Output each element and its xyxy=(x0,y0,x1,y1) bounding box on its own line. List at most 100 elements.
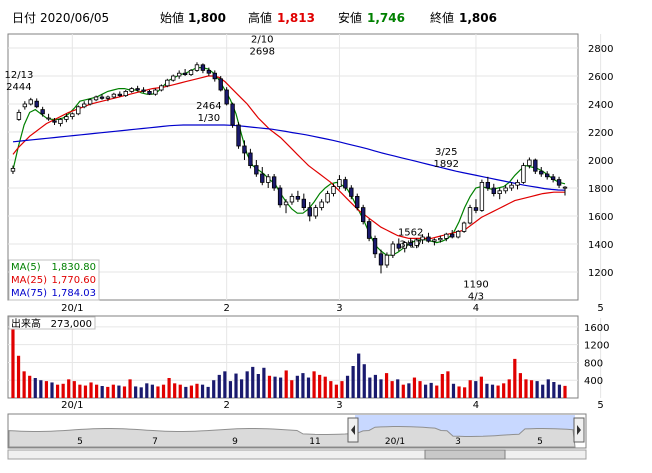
volume-bar xyxy=(563,385,567,398)
candle-down xyxy=(307,207,312,217)
open-label: 始値 xyxy=(160,10,184,25)
navigator-tick-label: 5 xyxy=(77,437,83,447)
volume-bar xyxy=(295,375,299,398)
candle xyxy=(147,90,152,96)
candle-up xyxy=(82,103,87,108)
range-navigator[interactable]: 5 7 9 11 20/1 3 5 xyxy=(7,413,587,460)
navigator-tick-label: 3 xyxy=(455,437,461,447)
candle-up xyxy=(319,201,324,208)
candle xyxy=(527,157,532,169)
volume-bar xyxy=(357,353,361,398)
volume-bar xyxy=(200,384,205,398)
candle-up xyxy=(76,106,81,115)
volume-bar xyxy=(217,374,221,398)
candle-up xyxy=(266,176,271,183)
candle-up xyxy=(10,167,16,172)
candle xyxy=(503,185,508,194)
volume-bar xyxy=(156,386,160,398)
volume-bar xyxy=(368,377,372,398)
candle-down xyxy=(378,253,384,266)
candle-down xyxy=(236,124,241,147)
volume-tick-label: 1600 xyxy=(584,323,609,334)
candle xyxy=(372,235,378,258)
volume-bar xyxy=(89,382,93,398)
price-y-axis: 1200 1400 1600 1800 2000 2200 2400 2600 2800 xyxy=(588,44,613,279)
candle-up xyxy=(438,237,443,241)
volume-tick-label: 400 xyxy=(584,376,603,387)
candle xyxy=(129,87,134,93)
high-label: 高値 xyxy=(248,10,272,25)
navigator-tick-label: 20/1 xyxy=(385,437,405,447)
candle-down xyxy=(182,72,188,75)
price-tick-label: 2800 xyxy=(588,44,613,55)
volume-bar xyxy=(541,384,545,398)
volume-bar xyxy=(83,385,88,398)
volume-bar xyxy=(451,383,456,398)
volume-bar xyxy=(507,379,511,398)
volume-bar xyxy=(284,370,288,398)
legend-ma25-label: MA(25) xyxy=(11,275,47,286)
price-month-label: 20/1 xyxy=(61,303,83,314)
candle-up xyxy=(171,75,176,81)
volume-bar xyxy=(552,382,556,398)
volume-bar xyxy=(33,378,37,398)
volume-bar xyxy=(167,378,171,398)
price-month-label: 5 xyxy=(597,303,603,314)
candle-up xyxy=(159,85,164,91)
volume-bar xyxy=(161,384,166,398)
candle-up xyxy=(562,186,568,189)
candle xyxy=(236,122,241,149)
candlesticks xyxy=(10,62,568,274)
volume-bar xyxy=(67,379,71,398)
candle-down xyxy=(34,100,39,108)
ma-legend: MA(5) 1,830.80 MA(25) 1,770.60 MA(75) 1,… xyxy=(8,259,100,301)
price-month-label: 3 xyxy=(336,303,342,314)
volume-bar xyxy=(490,384,495,398)
candle xyxy=(313,204,318,219)
candle xyxy=(22,101,28,110)
volume-month-label: 20/1 xyxy=(61,400,83,411)
navigator-left-handle[interactable] xyxy=(347,417,359,443)
annotation-text: 1562 xyxy=(398,227,423,238)
ma-line-ma5 xyxy=(12,66,566,256)
low-value: 1,746 xyxy=(367,11,405,25)
candle xyxy=(325,190,330,204)
candle-up xyxy=(414,239,419,246)
price-tick-label: 2000 xyxy=(588,156,613,167)
price-tick-label: 1200 xyxy=(588,268,613,279)
candle-down xyxy=(242,145,247,154)
navigator-scrollbar[interactable] xyxy=(7,449,587,460)
volume-bar xyxy=(44,381,49,398)
candle-down xyxy=(218,78,223,91)
volume-bar xyxy=(134,386,138,398)
candle-up xyxy=(325,193,330,203)
candle-up xyxy=(467,207,473,224)
candle xyxy=(331,183,336,197)
candle xyxy=(194,62,200,72)
candle-down xyxy=(408,242,413,246)
candle xyxy=(266,174,271,188)
moving-average-lines xyxy=(12,66,566,256)
volume-bar xyxy=(423,384,428,398)
annotation-text: 2444 xyxy=(6,82,31,93)
candle-down xyxy=(212,72,217,80)
candle-up xyxy=(337,179,342,188)
volume-bar xyxy=(529,380,534,398)
volume-month-label: 3 xyxy=(336,400,342,411)
candle-up xyxy=(194,64,200,71)
navigator-scroll-thumb[interactable] xyxy=(424,449,506,460)
navigator-right-handle[interactable] xyxy=(573,417,585,443)
volume-label: 出来高 xyxy=(11,317,41,330)
volume-bar xyxy=(463,387,467,398)
candle xyxy=(550,174,556,183)
candle xyxy=(271,174,277,191)
volume-bar xyxy=(513,358,517,398)
candle xyxy=(283,199,289,214)
volume-bar xyxy=(345,375,350,398)
candle xyxy=(343,176,348,191)
price-month-label: 2 xyxy=(223,303,229,314)
volume-bar xyxy=(50,382,54,398)
candle-up xyxy=(70,113,75,118)
